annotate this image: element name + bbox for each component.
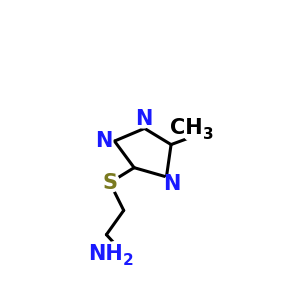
Circle shape (164, 175, 181, 193)
Text: N: N (164, 174, 181, 194)
Circle shape (182, 115, 209, 142)
Circle shape (103, 242, 128, 267)
Text: N: N (95, 131, 113, 151)
Text: 2: 2 (123, 253, 134, 268)
Text: N: N (135, 109, 152, 129)
Text: NH: NH (88, 244, 123, 264)
Circle shape (100, 173, 120, 192)
Text: 3: 3 (203, 127, 213, 142)
Text: S: S (102, 173, 117, 193)
Text: CH: CH (170, 118, 202, 138)
Circle shape (135, 110, 152, 128)
Circle shape (95, 132, 113, 150)
